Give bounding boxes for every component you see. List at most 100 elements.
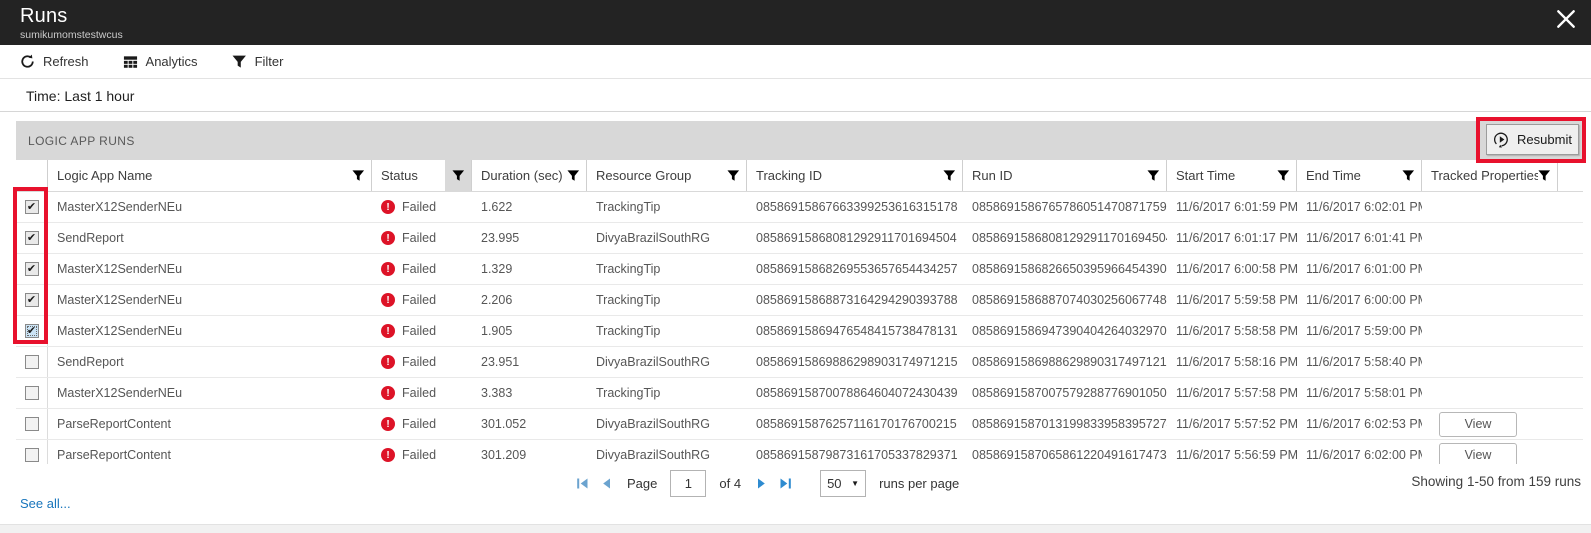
refresh-label: Refresh: [43, 54, 89, 69]
logic-app-name-cell[interactable]: SendReport: [57, 231, 124, 245]
logic-app-name-cell[interactable]: MasterX12SenderNEu: [57, 293, 183, 307]
logic-app-name-cell[interactable]: MasterX12SenderNEu: [57, 386, 183, 400]
status-label: Failed: [402, 293, 437, 307]
column-header-tracking-id[interactable]: Tracking ID: [747, 160, 963, 191]
column-header-end-time[interactable]: End Time: [1297, 160, 1422, 191]
refresh-button[interactable]: Refresh: [20, 54, 89, 69]
status-label: Failed: [402, 231, 437, 245]
logic-app-name-cell[interactable]: ParseReportContent: [57, 448, 171, 462]
duration-cell: 23.951: [481, 355, 520, 369]
column-filter-icon[interactable]: [727, 169, 740, 182]
last-page-icon[interactable]: [778, 476, 793, 491]
view-button[interactable]: View: [1439, 442, 1517, 464]
page-label: Page: [627, 476, 658, 491]
resource-group-cell: TrackingTip: [596, 262, 661, 276]
tracked-properties-cell: View: [1422, 411, 1558, 437]
close-icon[interactable]: [1555, 8, 1577, 30]
column-filter-icon[interactable]: [943, 169, 956, 182]
row-checkbox[interactable]: [24, 324, 39, 338]
logic-app-name-cell[interactable]: MasterX12SenderNEu: [57, 200, 183, 214]
tracking-id-cell: 08586915868081292911701694504: [756, 231, 957, 245]
row-checkbox-cell: [16, 378, 48, 408]
duration-cell: 3.383: [481, 386, 513, 400]
run-id-cell: 08586915867657860514708717590: [972, 200, 1167, 214]
column-label: Start Time: [1176, 168, 1236, 183]
table-header-row: Logic App Name Status Duration (sec) Res…: [16, 160, 1583, 192]
status-label: Failed: [402, 355, 437, 369]
column-filter-icon[interactable]: [1277, 169, 1290, 182]
resource-group-cell: DivyaBrazilSouthRG: [596, 231, 710, 245]
run-id-cell: 08586915869886298903174971215: [972, 355, 1167, 369]
status-cell: ! Failed: [372, 386, 472, 400]
resource-group-cell: TrackingTip: [596, 200, 661, 214]
row-checkbox[interactable]: [24, 200, 39, 214]
row-checkbox[interactable]: [24, 386, 39, 400]
end-time-cell: 11/6/2017 6:01:00 PM: [1306, 262, 1422, 276]
logic-app-name-cell[interactable]: MasterX12SenderNEu: [57, 262, 183, 276]
status-label: Failed: [402, 262, 437, 276]
chevron-down-icon: ▼: [851, 479, 860, 488]
see-all-link[interactable]: See all...: [20, 496, 71, 511]
previous-page-icon[interactable]: [599, 476, 614, 491]
page-size-select[interactable]: 50 ▼: [820, 470, 867, 497]
filter-button[interactable]: Filter: [232, 54, 283, 69]
end-time-cell: 11/6/2017 5:59:00 PM: [1306, 324, 1422, 338]
row-checkbox[interactable]: [24, 448, 39, 462]
time-filter-value: Time: Last 1 hour: [26, 87, 135, 104]
tracking-id-cell: 08586915876257116170176700215: [756, 417, 957, 431]
row-checkbox[interactable]: [24, 417, 39, 431]
panel-titlebar: Runs sumikumomstestwcus: [0, 0, 1591, 45]
row-checkbox-cell: [16, 316, 48, 346]
logic-app-name-cell[interactable]: MasterX12SenderNEu: [57, 324, 183, 338]
logic-app-name-cell[interactable]: ParseReportContent: [57, 417, 171, 431]
row-checkbox[interactable]: [24, 355, 39, 369]
refresh-icon: [21, 54, 34, 68]
view-button[interactable]: View: [1439, 411, 1517, 437]
column-header-resource-group[interactable]: Resource Group: [587, 160, 747, 191]
table-row: SendReport ! Failed 23.951 DivyaBrazilSo…: [16, 347, 1583, 378]
resubmit-button[interactable]: Resubmit: [1486, 124, 1579, 155]
resource-group-cell: DivyaBrazilSouthRG: [596, 417, 710, 431]
resource-group-cell: DivyaBrazilSouthRG: [596, 448, 710, 462]
column-header-start-time[interactable]: Start Time: [1167, 160, 1297, 191]
page-number-input[interactable]: [670, 470, 707, 497]
showing-range-text: Showing 1-50 from 159 runs: [1411, 474, 1581, 489]
end-time-cell: 11/6/2017 5:58:01 PM: [1306, 386, 1422, 400]
duration-cell: 2.206: [481, 293, 513, 307]
first-page-icon[interactable]: [575, 476, 590, 491]
tracking-id-cell: 08586915868873164294290393788: [756, 293, 958, 307]
row-checkbox[interactable]: [24, 231, 39, 245]
tracking-id-cell: 08586915879873161705337829371: [756, 448, 958, 462]
panel-title: LOGIC APP RUNS: [28, 133, 135, 148]
next-page-icon[interactable]: [754, 476, 769, 491]
page-subtitle: sumikumomstestwcus: [20, 29, 123, 41]
column-header-checkbox: [16, 160, 48, 191]
column-header-status[interactable]: Status: [372, 160, 472, 191]
column-header-run-id[interactable]: Run ID: [963, 160, 1167, 191]
column-filter-icon[interactable]: [451, 169, 465, 182]
column-header-logic-app-name[interactable]: Logic App Name: [48, 160, 372, 191]
row-checkbox[interactable]: [24, 262, 39, 276]
analytics-button[interactable]: Analytics: [123, 54, 198, 69]
start-time-cell: 11/6/2017 5:57:52 PM: [1176, 417, 1297, 431]
column-filter-icon[interactable]: [1147, 169, 1160, 182]
column-filter-icon[interactable]: [1402, 169, 1415, 182]
table-row: ParseReportContent ! Failed 301.209 Divy…: [16, 440, 1583, 464]
column-filter-icon[interactable]: [1538, 169, 1551, 182]
column-label: Duration (sec): [481, 168, 563, 183]
failed-status-icon: !: [381, 200, 395, 214]
runs-table-body: MasterX12SenderNEu ! Failed 1.622 Tracki…: [16, 192, 1583, 464]
status-label: Failed: [402, 417, 437, 431]
time-filter-row: Time: Last 1 hour: [0, 80, 1591, 112]
column-filter-icon[interactable]: [352, 169, 365, 182]
column-header-duration[interactable]: Duration (sec): [472, 160, 587, 191]
column-header-tracked-properties[interactable]: Tracked Properties: [1422, 160, 1558, 191]
column-filter-icon[interactable]: [567, 169, 580, 182]
resource-group-cell: TrackingTip: [596, 293, 661, 307]
column-label: Status: [381, 168, 418, 183]
run-id-cell: 08586915870658612204916174730: [972, 448, 1167, 462]
end-time-cell: 11/6/2017 6:01:41 PM: [1306, 231, 1422, 245]
row-checkbox[interactable]: [24, 293, 39, 307]
start-time-cell: 11/6/2017 5:58:16 PM: [1176, 355, 1297, 369]
logic-app-name-cell[interactable]: SendReport: [57, 355, 124, 369]
